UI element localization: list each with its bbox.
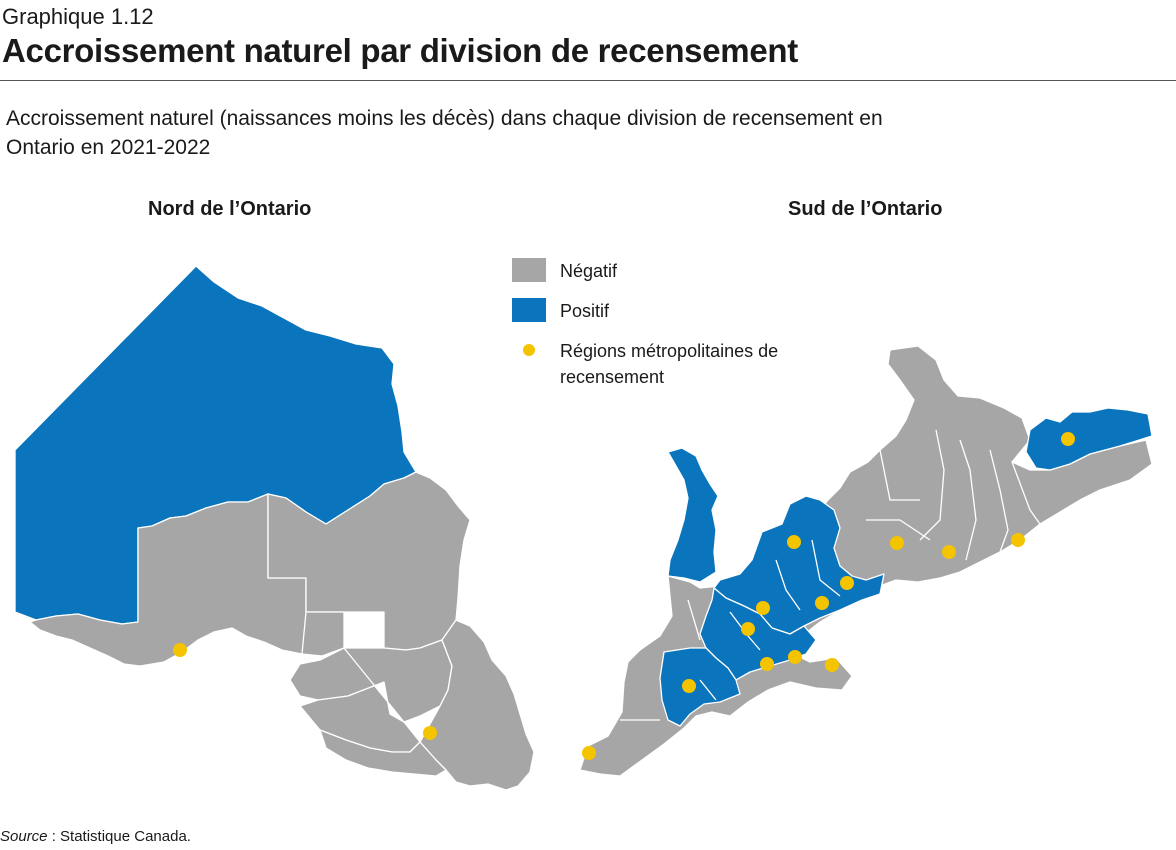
title-divider	[0, 80, 1176, 81]
south-map	[579, 345, 1153, 777]
source-label: Source	[0, 828, 48, 845]
region-bruce	[667, 447, 719, 583]
cma-dot	[1011, 533, 1025, 547]
chart-title: Accroissement naturel par division de re…	[2, 32, 798, 69]
source-text: : Statistique Canada.	[47, 828, 191, 845]
map-legend: Négatif Positif Régions métropolitaines …	[512, 258, 810, 404]
chart-kicker: Graphique 1.12	[2, 4, 154, 29]
cma-dot	[890, 536, 904, 550]
cma-dot	[825, 658, 839, 672]
cma-dot	[840, 576, 854, 590]
north-panel-label: Nord de l’Ontario	[148, 198, 312, 220]
legend-item-positive: Positif	[512, 298, 810, 324]
cma-dot	[582, 746, 596, 760]
north-map	[14, 265, 535, 791]
south-panel-label: Sud de l’Ontario	[788, 198, 943, 220]
legend-item-negative: Négatif	[512, 258, 810, 284]
legend-label-positive: Positif	[560, 301, 610, 321]
cma-dot	[787, 535, 801, 549]
legend-dot-cma	[523, 344, 535, 356]
region-london	[659, 647, 741, 727]
region-cochrane	[267, 471, 471, 651]
legend-swatch-positive	[512, 298, 546, 322]
cma-dot	[756, 601, 770, 615]
region-thunder-bay	[29, 493, 345, 667]
cma-dot	[760, 657, 774, 671]
cma-dot	[1061, 432, 1075, 446]
legend-item-cma: Régions métropolitaines de recensement	[512, 338, 810, 390]
source-note: Source : Statistique Canada.	[0, 828, 191, 845]
cma-dot	[173, 643, 187, 657]
cma-dot	[815, 596, 829, 610]
legend-label-negative: Négatif	[560, 261, 618, 281]
legend-swatch-negative	[512, 258, 546, 282]
chart-subtitle: Accroissement naturel (naissances moins …	[6, 107, 883, 159]
cma-dot	[741, 622, 755, 636]
cma-dot	[423, 726, 437, 740]
legend-label-cma: Régions métropolitaines de recensement	[560, 341, 779, 387]
cma-dot	[682, 679, 696, 693]
cma-dot	[788, 650, 802, 664]
cma-dot	[942, 545, 956, 559]
region-golden-horseshoe	[699, 587, 817, 681]
cma-dots	[173, 432, 1075, 760]
region-ottawa	[1025, 407, 1153, 471]
region-manitoulin	[319, 729, 447, 777]
